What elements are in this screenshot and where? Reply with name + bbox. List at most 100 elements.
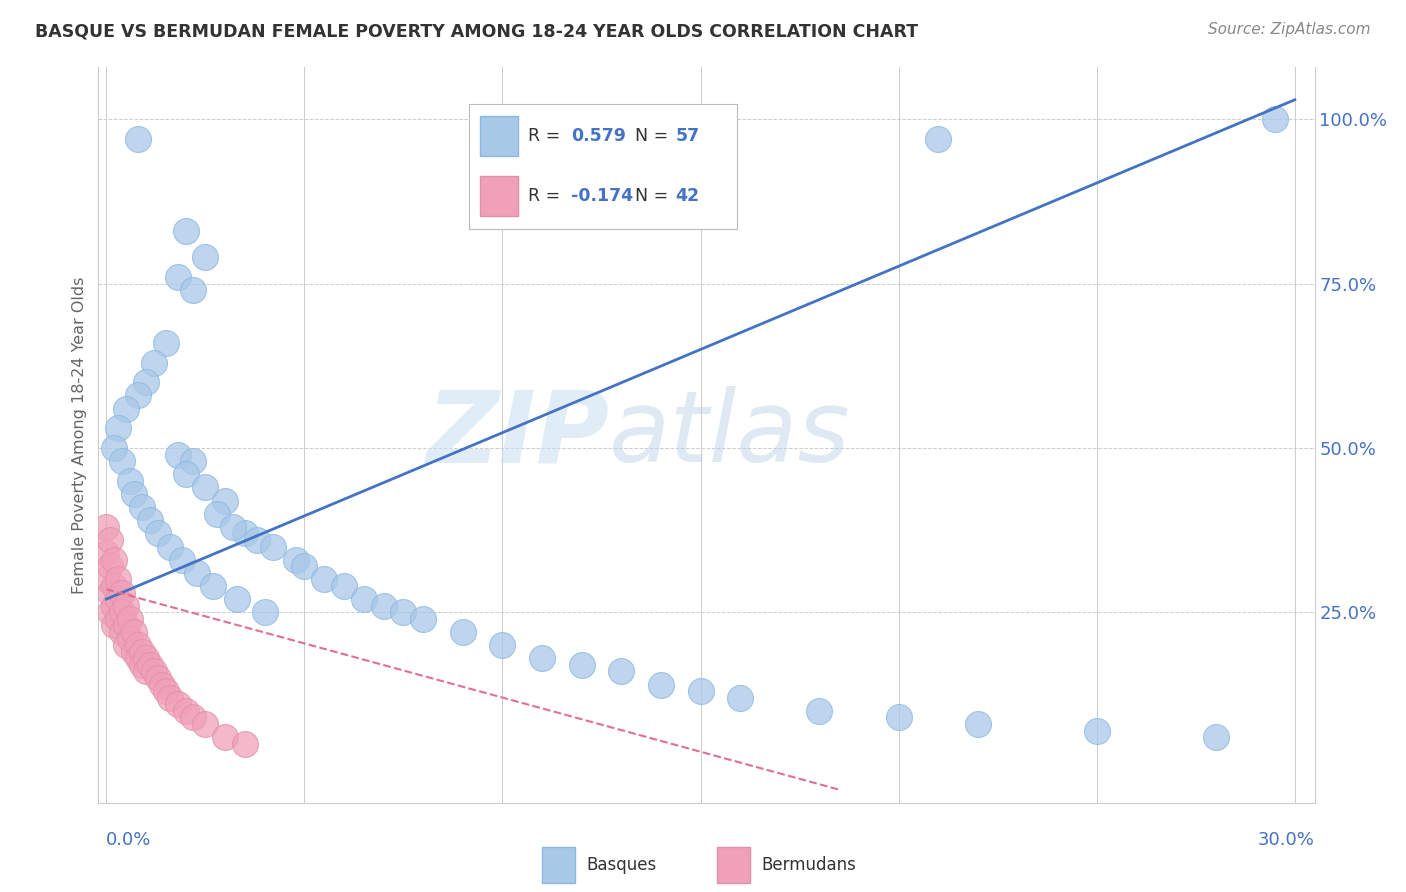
Point <box>98 605 121 619</box>
Point <box>166 698 188 712</box>
Point <box>808 704 831 718</box>
Point <box>194 251 217 265</box>
Point <box>491 638 513 652</box>
Point <box>111 605 134 619</box>
Point <box>233 737 256 751</box>
Point <box>650 677 672 691</box>
Point <box>392 605 415 619</box>
Point <box>111 624 134 639</box>
Point <box>202 579 225 593</box>
Text: Source: ZipAtlas.com: Source: ZipAtlas.com <box>1208 22 1371 37</box>
Point <box>111 585 134 599</box>
Point <box>131 645 153 659</box>
Point <box>103 552 125 566</box>
Point <box>174 704 197 718</box>
Point <box>531 651 554 665</box>
Point <box>174 224 197 238</box>
Point <box>159 690 181 705</box>
Point <box>107 612 129 626</box>
Point <box>451 624 474 639</box>
Point <box>222 520 245 534</box>
Point <box>135 665 157 679</box>
Point <box>142 355 165 369</box>
Point <box>214 730 236 744</box>
Point <box>571 657 593 672</box>
Point <box>226 592 249 607</box>
Point <box>115 638 138 652</box>
Point <box>103 618 125 632</box>
Point <box>135 376 157 390</box>
Text: BASQUE VS BERMUDAN FEMALE POVERTY AMONG 18-24 YEAR OLDS CORRELATION CHART: BASQUE VS BERMUDAN FEMALE POVERTY AMONG … <box>35 22 918 40</box>
Point <box>333 579 356 593</box>
Point <box>207 507 229 521</box>
Point <box>610 665 633 679</box>
Text: ZIP: ZIP <box>426 386 609 483</box>
Point <box>166 270 188 285</box>
Point <box>253 605 276 619</box>
Point <box>122 624 145 639</box>
Point <box>294 559 316 574</box>
Point <box>262 540 284 554</box>
Point <box>103 579 125 593</box>
Point <box>127 132 149 146</box>
Point <box>107 592 129 607</box>
Point <box>967 717 990 731</box>
Point <box>146 671 169 685</box>
Point <box>127 651 149 665</box>
Point <box>159 540 181 554</box>
Point <box>214 493 236 508</box>
Point <box>155 335 177 350</box>
Point <box>98 533 121 547</box>
Point <box>285 552 308 566</box>
Point <box>107 573 129 587</box>
Point <box>927 132 949 146</box>
Text: 30.0%: 30.0% <box>1258 831 1315 849</box>
Point <box>233 526 256 541</box>
Point <box>98 585 121 599</box>
Point <box>131 500 153 515</box>
Point <box>103 441 125 455</box>
Point <box>107 421 129 435</box>
Point <box>373 599 395 613</box>
Point <box>96 573 118 587</box>
Point <box>115 618 138 632</box>
Y-axis label: Female Poverty Among 18-24 Year Olds: Female Poverty Among 18-24 Year Olds <box>72 277 87 593</box>
Point <box>120 474 142 488</box>
Point <box>103 599 125 613</box>
Point <box>131 657 153 672</box>
Point <box>122 487 145 501</box>
Point <box>155 684 177 698</box>
Point <box>96 546 118 560</box>
Point <box>728 690 751 705</box>
Point <box>135 651 157 665</box>
Point <box>186 566 208 580</box>
Point <box>183 710 205 724</box>
Point <box>120 632 142 646</box>
Point <box>314 573 336 587</box>
Point <box>194 480 217 494</box>
Point <box>689 684 711 698</box>
Point <box>1264 112 1286 127</box>
Point <box>1205 730 1227 744</box>
Point <box>142 665 165 679</box>
Point <box>111 454 134 468</box>
Point <box>353 592 375 607</box>
Point <box>183 454 205 468</box>
Text: 0.0%: 0.0% <box>105 831 150 849</box>
Point <box>412 612 434 626</box>
Text: atlas: atlas <box>609 386 851 483</box>
Point <box>115 599 138 613</box>
Point <box>98 559 121 574</box>
Point <box>139 657 162 672</box>
Point <box>887 710 910 724</box>
Point <box>246 533 269 547</box>
Point <box>139 513 162 527</box>
Point <box>96 520 118 534</box>
Point <box>127 388 149 402</box>
Point <box>194 717 217 731</box>
Point <box>150 677 173 691</box>
Point <box>183 283 205 297</box>
Point <box>115 401 138 416</box>
Point <box>170 552 193 566</box>
Point <box>127 638 149 652</box>
